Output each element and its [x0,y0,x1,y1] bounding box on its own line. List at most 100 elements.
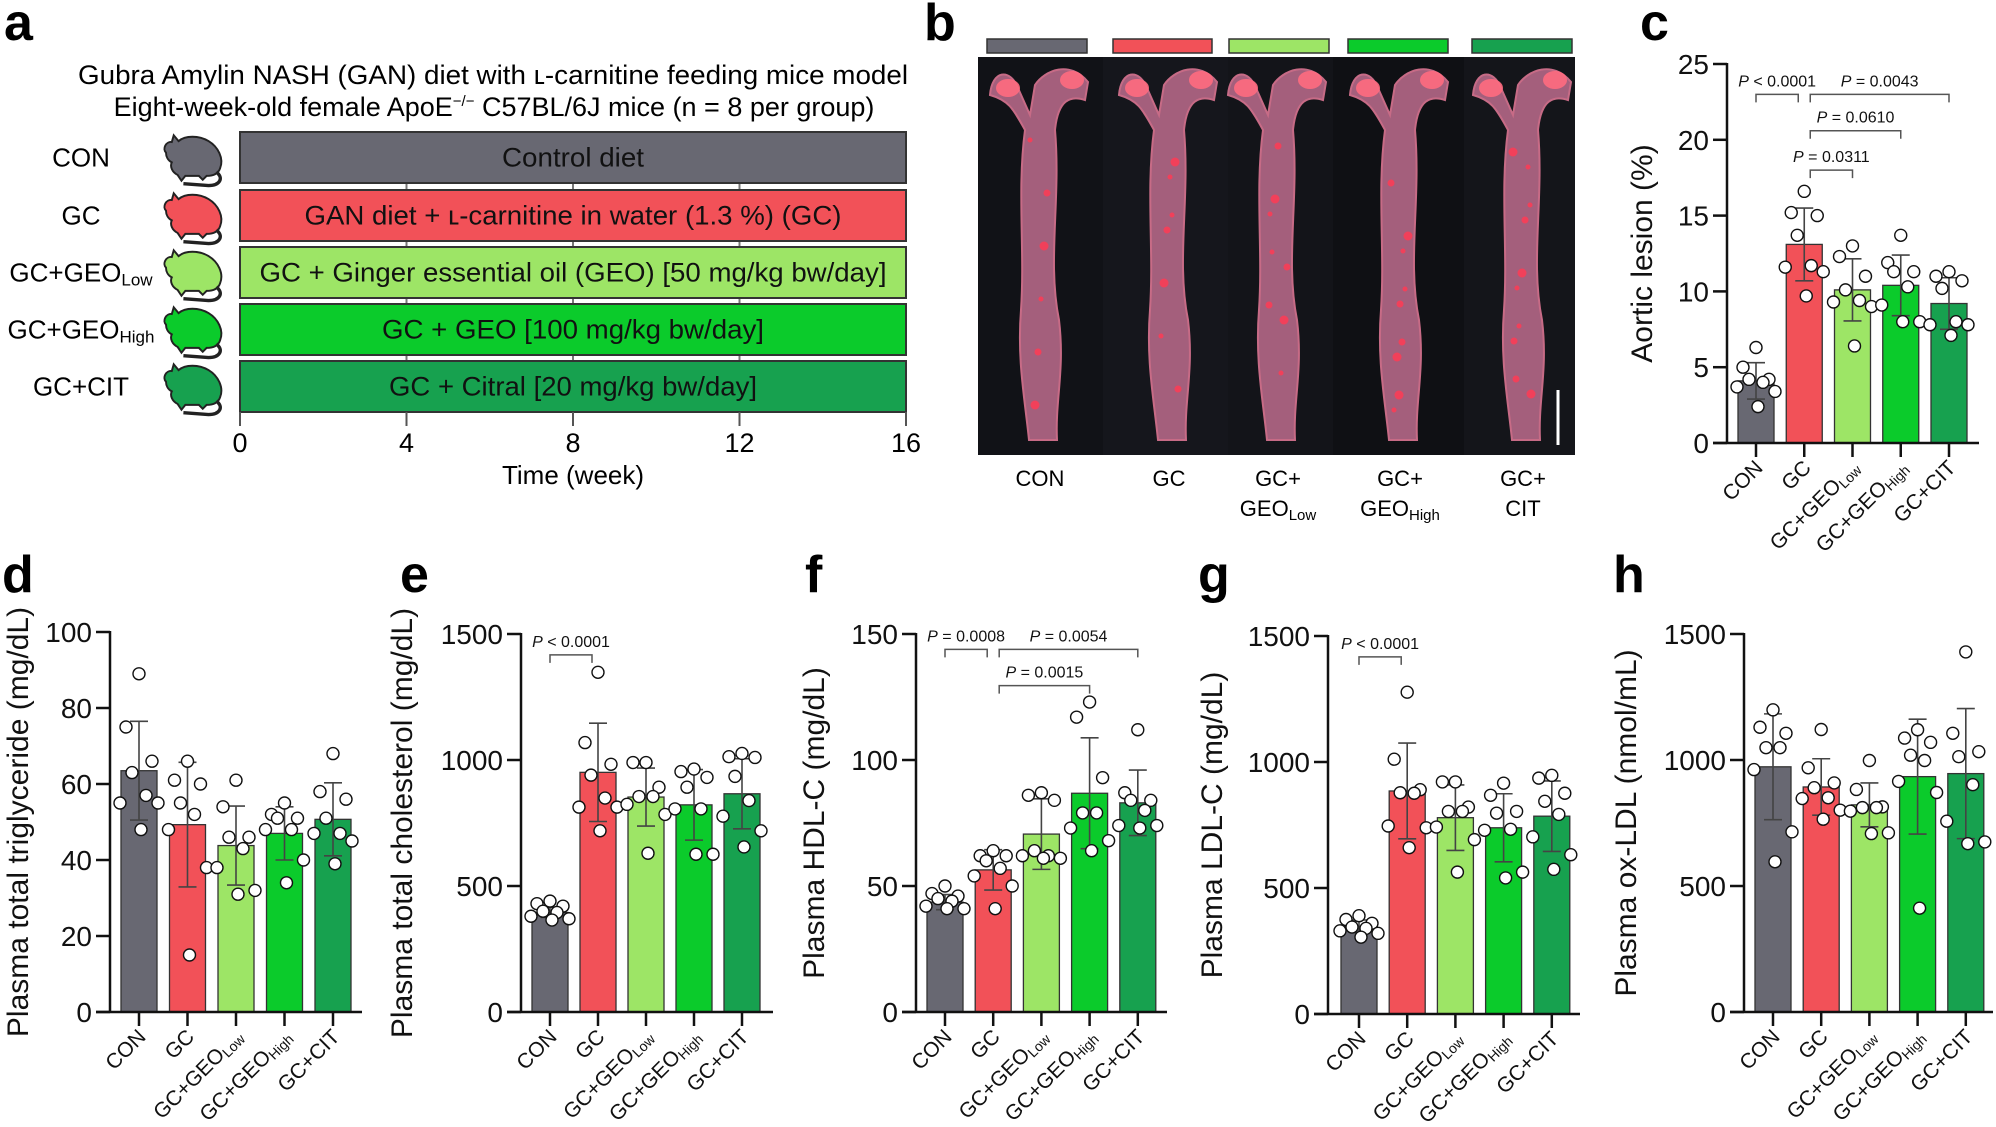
data-point [1138,803,1152,818]
data-point [1759,740,1773,755]
data-point [1742,372,1756,387]
lesion-spot [1508,147,1518,157]
lesion-spot [1038,296,1044,302]
data-point [957,901,971,916]
data-point [1784,205,1798,220]
data-point [1455,804,1470,819]
lesion-spot [1394,390,1404,400]
lesion-spot [1387,179,1395,187]
data-point [1371,926,1385,941]
aorta [1471,68,1573,441]
aorta-group-label: GC+ [1255,466,1301,491]
data-point [1961,318,1975,332]
data-point [967,869,981,883]
p-value-label: P = 0.0043 [1841,73,1919,90]
lesion-spot [1391,407,1397,413]
treatment-bar [239,246,907,299]
lesion-spot [1169,212,1175,218]
design-title-line1: Gubra Amylin NASH (GAN) diet with ʟ-carn… [78,60,908,90]
data-point [1063,821,1078,835]
data-point [1942,264,1956,279]
time-tick-label: 12 [724,428,754,458]
data-point [986,844,1000,858]
data-point [1027,844,1042,858]
data-point [1826,295,1841,309]
data-point [1773,740,1787,755]
data-point [1131,723,1145,737]
group-row: GC+CIT GC + Citral [20 mg/kg bw/day] [33,360,907,417]
data-point [1875,298,1889,312]
data-point [1923,735,1938,750]
x-tick-label: GC [966,1025,1005,1064]
time-tick-label: 0 [232,428,247,458]
group-color-bar [1228,38,1330,54]
group-row: CON Control diet [52,131,907,188]
treatment-label: GAN diet + ʟ-carnitine in water (1.3 %) … [305,201,842,231]
data-point [1503,822,1518,836]
panel-label-a: a [4,0,34,52]
lesion-spot [1158,333,1164,339]
data-point [1333,924,1347,938]
data-point [1814,722,1828,737]
data-point [1869,800,1884,815]
data-point [1881,255,1895,270]
y-tick-label: 50 [867,871,898,902]
data-point [1558,786,1572,800]
lesion-spot [1403,231,1413,241]
bar [531,911,569,1013]
x-tick-label: GC [1380,1027,1419,1066]
lesion-spot [1514,285,1520,291]
data-point [1021,788,1036,802]
bar [1119,802,1157,1013]
panel-label-b: b [924,0,956,52]
data-point [1912,901,1927,915]
data-point [1429,820,1444,834]
data-point [333,826,347,841]
data-point [1124,793,1138,808]
significance-bracket [1809,129,1902,139]
y-tick-label: 100 [851,745,898,776]
data-point [940,901,954,916]
data-point [1352,909,1366,923]
data-point [1799,289,1813,303]
data-point [345,834,359,848]
lesion-spot [1400,248,1406,254]
data-point [1804,258,1818,273]
data-point [248,883,262,898]
significance-bracket [1809,93,1950,103]
data-point [1101,833,1116,848]
panel-label-f: f [805,546,823,604]
lesion-spot [1270,194,1280,204]
data-point [639,755,653,770]
data-point [1858,269,1873,283]
data-point [242,830,256,844]
data-point [1944,328,1958,343]
data-point [1929,269,1943,283]
data-point [536,904,550,918]
data-point [1910,723,1925,737]
data-point [279,876,294,890]
data-point [1807,781,1821,795]
data-point [1467,832,1482,847]
time-axis-title: Time (week) [502,460,644,490]
panel-label-d: d [2,546,34,604]
lesion-spot [1269,249,1275,255]
significance-bracket [1809,169,1854,179]
data-point [216,800,230,814]
lesion-spot [1392,352,1402,362]
data-point [1778,260,1792,274]
data-point [641,846,655,860]
y-tick-label: 500 [1263,873,1310,904]
data-point [1790,228,1804,243]
data-point [742,793,756,808]
data-point [193,777,208,791]
data-point [1838,283,1853,297]
data-point [1441,804,1456,819]
data-point [1354,930,1368,944]
lesion-spot [1283,263,1291,271]
x-tick-label: CON [1321,1027,1370,1076]
y-tick-label: 20 [1678,125,1709,156]
time-tick-label: 4 [399,428,414,458]
